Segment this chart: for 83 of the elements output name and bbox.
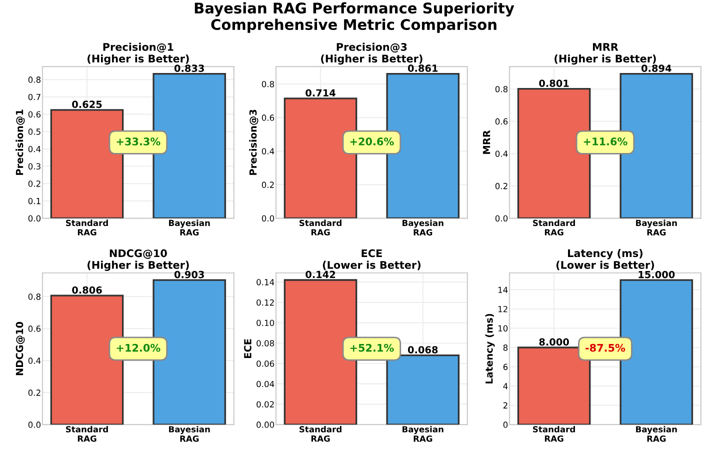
y-tick-label: 6 [503,364,508,370]
y-tick-label: 12 [498,306,508,312]
y-tick-label: 0.2 [495,182,508,190]
y-tick-label: 0.0 [495,215,508,222]
y-axis-title: Precision@3 [249,110,258,175]
y-tick-label: 2 [503,402,508,408]
y-tick-label: 4 [503,383,508,390]
y-tick-label: 0.04 [256,380,274,388]
text: Bayesian RAG Performance Superiority Comprehensive Metric Comparison [194,2,514,33]
chart-title: Precision@3 (Higher is Better) [321,42,422,65]
y-tick-label: 0.2 [28,180,40,187]
y-tick-label: 0.6 [28,326,41,332]
y-tick-label: 14 [498,286,508,293]
annotation: +33.3% [116,138,160,146]
y-tick-label: 8 [503,344,508,351]
x-tick-label: Standard RAG [300,220,342,236]
y-tick-label: 0.12 [256,299,274,306]
data-label: 0.894 [641,64,672,72]
data-label: 0.142 [306,270,336,278]
y-tick-label: 0.8 [28,294,41,300]
data-label: 0.903 [174,270,204,278]
y-tick-label: 0.6 [262,114,274,121]
annotation: -87.5% [586,344,626,352]
y-tick-label: 0.7 [28,94,40,100]
x-tick-label: Bayesian RAG [636,426,677,442]
x-tick-label: Bayesian RAG [169,426,210,442]
y-tick-label: 0.8 [28,76,41,83]
chart-title: Latency (ms) (Lower is Better) [556,249,654,270]
y-tick-label: 0.5 [28,128,40,135]
y-tick-label: 0.0 [28,422,41,428]
y-tick-label: 10 [498,325,508,332]
y-tick-label: 0.8 [262,80,274,88]
y-tick-label: 0.0 [262,215,274,222]
data-label: 0.625 [72,100,102,108]
y-tick-label: 0.10 [256,320,274,326]
x-tick-label: Bayesian RAG [169,220,210,236]
x-tick-label: Standard RAG [66,220,108,236]
x-tick-label: Standard RAG [66,426,108,442]
x-tick-label: Standard RAG [300,426,342,442]
x-tick-label: Bayesian RAG [636,220,677,236]
y-tick-label: 0.4 [28,358,41,364]
x-tick-label: Standard RAG [533,426,575,442]
chart-title: NDCG@10 (Higher is Better) [88,249,189,271]
chart-title: Precision@1 (Higher is Better) [88,42,189,65]
y-tick-label: 0.00 [256,422,274,428]
data-label: 0.068 [408,346,438,354]
data-label: 0.714 [306,89,336,97]
annotation: +11.6% [584,138,628,146]
annotation: +12.0% [116,344,160,352]
x-tick-label: Bayesian RAG [402,426,444,442]
y-axis-title: ECE [244,339,252,358]
y-tick-label: 0.14 [256,279,274,286]
x-tick-label: Standard RAG [533,220,575,236]
chart-title: ECE (Lower is Better) [322,249,420,270]
y-tick-label: 0.6 [28,111,41,118]
x-tick-label: Bayesian RAG [402,220,444,236]
y-axis-title: Latency (ms) [485,314,495,384]
y-tick-label: 0.1 [28,198,40,204]
y-tick-label: 0.2 [262,182,274,188]
y-axis-title: NDCG@10 [16,322,25,376]
data-label: 15.000 [638,270,675,278]
y-tick-label: 0.02 [256,401,274,408]
y-tick-label: 0 [503,422,508,428]
y-tick-label: 0.08 [256,340,274,346]
y-tick-label: 0.2 [28,390,40,396]
y-tick-label: 0.3 [28,163,40,170]
annotation: +52.1% [350,344,394,352]
data-label: 0.861 [408,64,438,72]
y-tick-label: 0.6 [495,118,508,125]
y-tick-label: 0.4 [262,148,274,154]
data-label: 8.000 [539,338,569,346]
data-label: 0.806 [72,286,102,294]
data-label: 0.833 [174,64,204,72]
y-tick-label: 0.06 [256,360,274,367]
data-label: 0.801 [539,80,569,87]
y-tick-label: 0.8 [495,86,508,92]
y-tick-label: 0.0 [28,215,41,222]
annotation: +20.6% [350,138,394,146]
y-axis-title: Precision@1 [16,110,25,175]
y-tick-label: 0.4 [28,146,41,152]
y-tick-label: 0.4 [495,150,508,157]
y-axis-title: MRR [482,130,490,154]
chart-title: MRR (Higher is Better) [554,43,656,65]
